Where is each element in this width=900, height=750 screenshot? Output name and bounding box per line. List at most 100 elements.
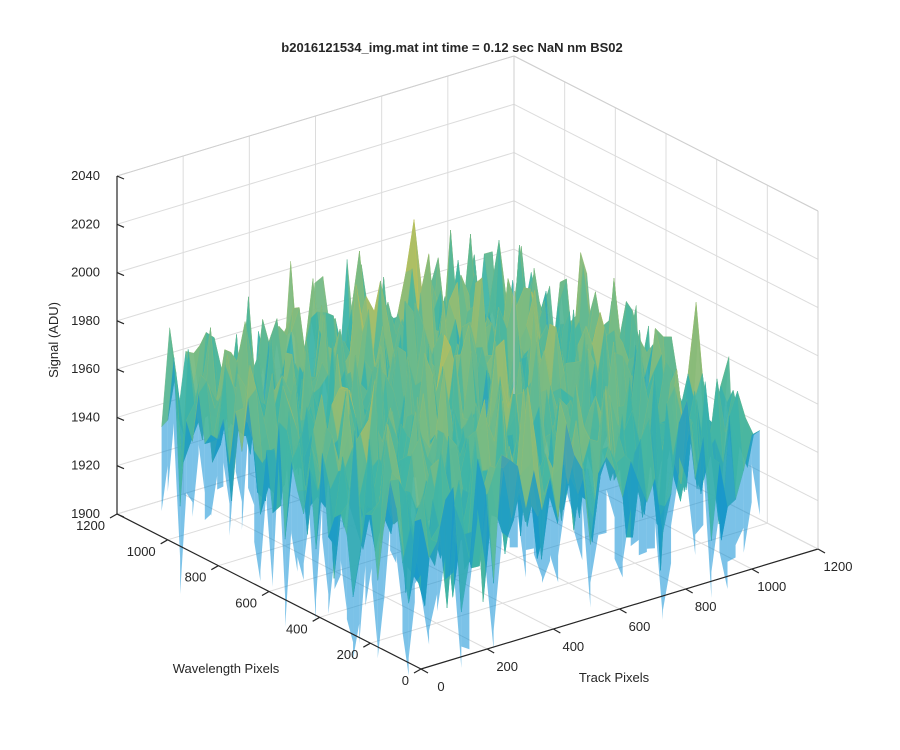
surface-edge: [517, 466, 526, 578]
x-tick-label: 600: [629, 619, 651, 634]
surface-edge: [525, 469, 534, 551]
z-tick: [116, 320, 125, 325]
surface-edge: [590, 473, 599, 583]
y-tick: [363, 642, 371, 648]
z-tick-label: 2040: [71, 168, 100, 183]
z-tick-label: 1960: [71, 361, 100, 376]
surface-edge: [204, 434, 211, 520]
z-tick: [116, 465, 125, 470]
surface-edge: [291, 461, 298, 572]
surface-edge: [614, 470, 623, 578]
surface-edge: [266, 450, 273, 588]
x-tick: [420, 668, 429, 674]
surface-edge: [365, 514, 372, 607]
x-tick-label: 1200: [824, 559, 853, 574]
z-tick: [116, 175, 125, 180]
surface-edge: [198, 393, 205, 493]
y-tick-label: 800: [185, 570, 207, 585]
z-tick: [116, 416, 125, 421]
surface-edge: [278, 421, 286, 598]
surface-edge: [217, 418, 224, 490]
surface-edge: [453, 487, 462, 668]
surface-edge: [622, 460, 631, 562]
surface-edge: [210, 434, 218, 517]
surface-edge: [687, 399, 696, 555]
surface-edge: [297, 490, 304, 580]
axes-box-edge: [116, 55, 515, 177]
y-tick: [211, 565, 219, 571]
surface-edge: [574, 454, 583, 561]
surface-edge: [703, 436, 712, 598]
surface-edge: [414, 518, 421, 584]
surface-edge: [186, 420, 193, 503]
surface-edge: [445, 487, 454, 580]
surface-edge: [248, 399, 255, 506]
surface-edge: [533, 469, 542, 578]
surface-edge: [662, 493, 672, 610]
surface-edge: [606, 457, 615, 518]
surface-edge: [396, 507, 403, 609]
y-tick-label: 600: [235, 596, 257, 611]
z-tick: [116, 368, 125, 373]
surface-edge: [346, 534, 354, 643]
wall-grid-z2: [513, 152, 819, 309]
surface-edge: [743, 434, 752, 553]
surface-edge: [461, 559, 470, 650]
surface-edge: [390, 480, 397, 564]
surface-edge: [566, 423, 575, 519]
y-tick-label: 1000: [127, 544, 156, 559]
axes-box-edge: [513, 55, 819, 212]
chart-title: b2016121534_img.mat int time = 0.12 sec …: [281, 40, 622, 55]
surface-edge: [437, 500, 446, 612]
surface-edge: [260, 450, 267, 572]
surface-edge: [254, 450, 261, 582]
floor-grid-y: [370, 522, 768, 644]
surface-edge: [679, 399, 688, 481]
z-tick: [116, 513, 125, 518]
x-tick-label: 400: [562, 639, 584, 654]
y-tick: [160, 539, 168, 545]
surface-edge: [469, 458, 478, 589]
surface-edge: [509, 459, 518, 548]
surface-edge: [180, 420, 187, 595]
surface-edge: [638, 482, 647, 556]
z-tick-label: 2020: [71, 216, 100, 231]
x-tick: [751, 568, 760, 574]
surface-edge: [485, 488, 494, 650]
x-tick: [553, 628, 561, 634]
surface-edge: [501, 454, 510, 539]
x-tick-label: 800: [695, 599, 717, 614]
wall-grid-z: [116, 200, 515, 322]
surface-edge: [630, 460, 639, 547]
surface-edge: [359, 514, 366, 644]
wall-grid-z: [116, 152, 515, 274]
surface-edge: [671, 422, 680, 526]
x-axis-label: Track Pixels: [579, 670, 650, 685]
surface-edge: [328, 517, 335, 614]
y-tick: [413, 668, 422, 674]
surface-edge: [167, 357, 174, 492]
x-tick: [486, 648, 495, 654]
y-tick-label: 1200: [76, 518, 105, 533]
surface-edge: [340, 514, 347, 611]
z-tick: [116, 272, 125, 277]
x-tick: [619, 608, 627, 614]
surface-edge: [285, 461, 292, 628]
surface-edge: [309, 467, 316, 621]
y-tick-label: 200: [337, 647, 359, 662]
tick-labels: 0 200 400 600 800 1000 1200 0 200 400 600 800 1000 12…: [71, 168, 852, 694]
x-tick-label: 200: [496, 659, 518, 674]
surface-edge: [303, 467, 310, 564]
z-tick-label: 1920: [71, 458, 100, 473]
z-tick-label: 1980: [71, 313, 100, 328]
y-axis-label: Wavelength Pixels: [173, 661, 280, 676]
wall-grid-z: [116, 103, 515, 225]
y-tick-label: 400: [286, 621, 308, 636]
surface-edge: [353, 560, 360, 660]
surface-mesh: [161, 219, 760, 676]
surface-edge: [493, 454, 502, 632]
surface-edge: [646, 478, 655, 549]
surface-edge: [371, 515, 378, 649]
surface-edge: [598, 457, 607, 535]
